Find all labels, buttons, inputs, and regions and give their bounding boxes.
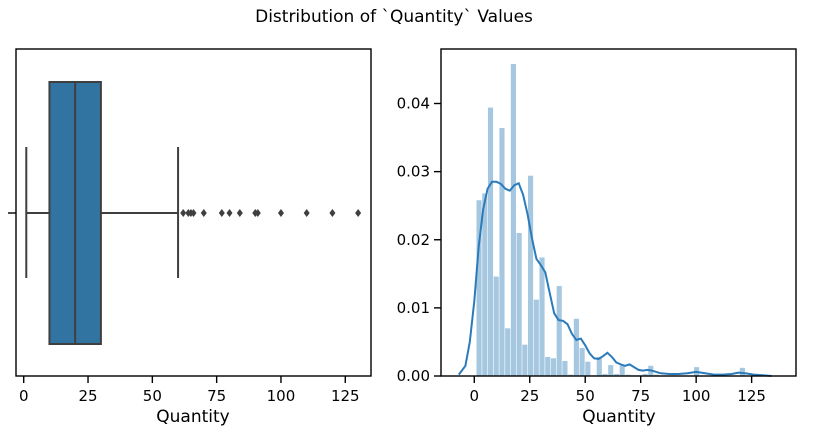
histogram-bar — [516, 232, 522, 376]
x-tick-label: 75 — [207, 387, 226, 405]
x-tick-label: 25 — [520, 387, 539, 405]
histogram-frame — [440, 48, 797, 377]
histogram-bar — [539, 257, 545, 376]
boxplot-marks — [25, 81, 362, 345]
histogram-bar — [487, 107, 494, 377]
histogram-bar — [739, 367, 745, 376]
histogram-bar — [619, 365, 625, 376]
y-tick-label: 0.00 — [397, 367, 430, 385]
x-tick-label: 0 — [470, 387, 480, 405]
histogram-x-label: Quantity — [582, 407, 655, 427]
histogram-bar — [608, 365, 614, 376]
x-tick-label: 50 — [143, 387, 162, 405]
histogram-bar — [550, 358, 557, 376]
outlier-point — [329, 209, 336, 217]
histogram-bar — [522, 344, 528, 376]
x-tick-label: 25 — [78, 387, 97, 405]
histogram-panel: 0 25 50 75 100 125 0.00 0.01 0.02 0.03 0.04 Quant… — [397, 48, 797, 427]
outlier-point — [277, 209, 284, 217]
outlier-point — [180, 209, 187, 217]
x-tick-label: 0 — [19, 387, 29, 405]
x-tick-label: 100 — [682, 387, 711, 405]
y-tick-label: 0.03 — [397, 163, 430, 181]
y-tick-label: 0.04 — [397, 95, 430, 113]
outlier-point — [218, 209, 225, 217]
histogram-bar — [505, 328, 511, 376]
outlier-point — [355, 209, 362, 217]
histogram-bar — [545, 356, 551, 376]
figure-title: Distribution of `Quantity` Values — [255, 7, 533, 27]
histogram-bar — [602, 373, 608, 376]
histogram-bar — [510, 63, 516, 377]
histogram-bar — [556, 286, 562, 376]
histogram-bar — [493, 276, 499, 376]
histogram-bar — [528, 175, 534, 376]
outlier-point — [200, 209, 207, 217]
x-tick-label: 50 — [576, 387, 595, 405]
boxplot-x-label: Quantity — [156, 407, 229, 427]
x-tick-label: 125 — [331, 387, 360, 405]
histogram-bars — [476, 63, 745, 377]
x-tick-label: 125 — [737, 387, 766, 405]
histogram-bar — [533, 299, 539, 376]
histogram-bar — [476, 200, 482, 376]
histogram-x-ticks: 0 25 50 75 100 125 — [470, 376, 766, 405]
outlier-point — [226, 209, 233, 217]
y-tick-label: 0.01 — [397, 299, 430, 317]
histogram-y-ticks: 0.00 0.01 0.02 0.03 0.04 — [397, 95, 441, 385]
y-tick-label: 0.02 — [397, 231, 430, 249]
boxplot-x-ticks: 0 25 50 75 100 125 — [19, 376, 360, 405]
histogram-bar — [596, 356, 602, 376]
outlier-point — [190, 209, 197, 217]
outlier-point — [303, 209, 310, 217]
outlier-point — [236, 209, 243, 217]
kde-line — [458, 180, 772, 377]
histogram-bar — [579, 348, 585, 376]
histogram-bar — [613, 373, 620, 376]
histogram-bar — [499, 128, 505, 376]
histogram-bar — [562, 361, 568, 376]
outlier-point — [254, 209, 261, 217]
histogram-bar — [642, 373, 648, 376]
histogram-bar — [573, 318, 579, 376]
histogram-bar — [585, 361, 591, 376]
x-tick-label: 75 — [631, 387, 650, 405]
boxplot-panel: 0 25 50 75 100 125 Quantity — [8, 48, 372, 427]
histogram-bar — [482, 193, 488, 376]
x-tick-label: 100 — [267, 387, 296, 405]
